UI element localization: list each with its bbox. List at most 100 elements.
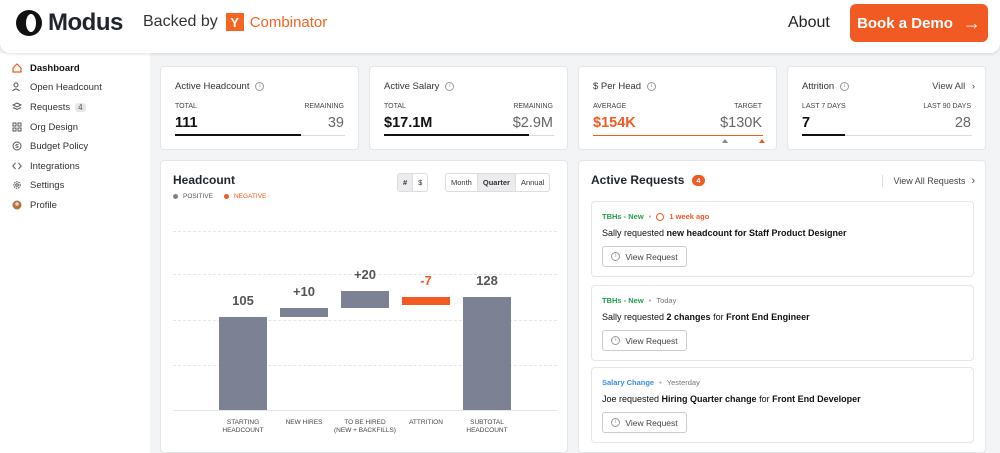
period-quarter-option[interactable]: Quarter — [477, 174, 516, 191]
negative-legend-dot — [223, 194, 229, 199]
bar-value-label: 128 — [476, 273, 498, 288]
view-request-label: View Request — [625, 251, 678, 262]
chevron-right-icon: › — [971, 81, 975, 92]
chart-bar[interactable] — [280, 308, 328, 318]
target-markers — [722, 139, 765, 143]
sidebar-item-open-headcount[interactable]: Open Headcount — [12, 80, 102, 94]
sidebar-item-label: Open Headcount — [30, 81, 102, 93]
active-headcount-card[interactable]: Active Headcount i TOTAL REMAINING 111 3… — [160, 66, 359, 150]
total-label: TOTAL — [384, 103, 406, 110]
info-icon[interactable]: i — [840, 82, 850, 91]
separator-dot: • — [648, 296, 652, 305]
positive-legend-dot — [173, 194, 178, 199]
info-icon[interactable]: i — [255, 82, 265, 91]
info-icon: i — [611, 418, 621, 427]
modus-logo[interactable]: Modus — [16, 9, 123, 37]
avatar-icon — [12, 200, 22, 210]
chart-bar[interactable] — [402, 297, 450, 305]
sidebar-item-requests[interactable]: Requests 4 — [12, 100, 86, 114]
info-icon[interactable]: i — [647, 82, 657, 91]
view-request-button[interactable]: i View Request — [602, 246, 687, 267]
headcount-progress-bar — [175, 134, 345, 136]
sidebar-item-integrations[interactable]: Integrations — [12, 159, 80, 173]
view-all-requests-label: View All Requests — [893, 176, 966, 186]
attrition-card[interactable]: Attrition i View All › LAST 7 DAYS LAST … — [787, 66, 986, 150]
divider — [882, 175, 884, 187]
active-requests-panel: Active Requests 4 View All Requests › TB… — [578, 160, 986, 453]
view-request-label: View Request — [625, 335, 678, 346]
period-month-option[interactable]: Month — [446, 174, 478, 191]
period-annual-option[interactable]: Annual — [520, 178, 545, 187]
chart-bar[interactable] — [219, 317, 267, 410]
request-time: Yesterday — [666, 378, 700, 387]
headcount-panel: Headcount POSITIVE NEGATIVE # $ Month Qu… — [160, 160, 568, 453]
sidebar-item-profile[interactable]: Profile — [12, 198, 57, 212]
request-description: Joe requested Hiring Quarter change for … — [602, 394, 861, 404]
sidebar-item-org-design[interactable]: Org Design — [12, 120, 78, 134]
view-all-label: View All — [932, 81, 966, 92]
info-icon[interactable]: i — [445, 82, 455, 91]
remaining-label: REMAINING — [304, 103, 344, 110]
chart-bar[interactable] — [341, 290, 389, 309]
x-tick-label: TO BE HIRED (NEW + BACKFILLS) — [334, 419, 396, 434]
chart-bar[interactable] — [463, 297, 511, 410]
about-link[interactable]: About — [788, 14, 830, 31]
card-title: Attrition i — [802, 81, 850, 92]
sidebar-item-dashboard[interactable]: Dashboard — [12, 61, 80, 75]
attrition-view-all-link[interactable]: View All › — [932, 81, 975, 92]
card-title-text: Attrition — [802, 81, 835, 92]
card-title: Active Salary i — [384, 81, 455, 92]
last-90-days-value: 28 — [954, 115, 971, 131]
logo-text: Modus — [48, 9, 123, 36]
attrition-progress-bar — [802, 134, 972, 136]
period-toggle: Month Quarter Annual — [445, 173, 551, 192]
sidebar-item-label: Dashboard — [30, 62, 80, 74]
request-meta: Salary Change • Yesterday — [602, 378, 700, 387]
x-axis-line — [173, 410, 557, 411]
modus-logo-icon — [16, 10, 42, 36]
yc-logo-icon: Y — [225, 13, 244, 31]
users-icon — [12, 82, 20, 92]
request-description: Sally requested new headcount for Staff … — [602, 228, 847, 238]
view-request-label: View Request — [625, 417, 678, 428]
request-tag: Salary Change — [602, 378, 655, 387]
request-tag: TBHs - New — [602, 212, 644, 221]
request-time: 1 week ago — [669, 212, 710, 221]
grid-line — [173, 365, 557, 366]
active-salary-card[interactable]: Active Salary i TOTAL REMAINING $17.1M $… — [369, 66, 568, 150]
view-all-requests-link[interactable]: View All Requests › — [882, 175, 975, 187]
requests-count-badge: 4 — [692, 174, 705, 186]
grid-line — [173, 231, 557, 232]
request-card[interactable]: TBHs - New • 1 week ago Sally requested … — [591, 201, 974, 277]
remaining-value: 39 — [327, 115, 344, 131]
total-label: TOTAL — [175, 103, 197, 110]
request-card[interactable]: TBHs - New • Today Sally requested 2 cha… — [591, 285, 974, 361]
progress-fill — [175, 134, 301, 136]
sidebar-item-label: Budget Policy — [30, 140, 89, 152]
separator-dot: • — [648, 212, 652, 221]
book-demo-label: Book a Demo — [857, 14, 953, 32]
unit-count-option[interactable]: # — [398, 174, 414, 191]
grid-icon — [12, 122, 22, 132]
sidebar-item-label: Settings — [30, 179, 65, 191]
per-head-card[interactable]: $ Per Head i AVERAGE TARGET $154K $130K — [578, 66, 777, 150]
average-marker-icon — [759, 139, 765, 143]
bar-value-label: -7 — [420, 273, 432, 288]
request-card[interactable]: Salary Change • Yesterday Joe requested … — [591, 367, 974, 443]
book-demo-button[interactable]: Book a Demo → — [850, 4, 988, 42]
bar-value-label: 105 — [232, 293, 254, 309]
progress-fill — [384, 134, 529, 136]
clock-icon — [656, 212, 665, 221]
arrow-right-icon: → — [962, 12, 981, 33]
view-request-button[interactable]: i View Request — [602, 330, 687, 351]
unit-dollar-option[interactable]: $ — [418, 178, 423, 187]
request-meta: TBHs - New • Today — [602, 296, 676, 305]
gear-icon — [13, 181, 21, 189]
view-request-button[interactable]: i View Request — [602, 412, 687, 433]
target-value: $130K — [720, 115, 762, 131]
sidebar-item-budget-policy[interactable]: Budget Policy — [12, 139, 88, 153]
requests-count-badge: 4 — [75, 102, 86, 112]
sidebar-item-settings[interactable]: Settings — [12, 178, 64, 192]
average-label: AVERAGE — [593, 103, 627, 110]
info-icon: i — [611, 336, 621, 345]
